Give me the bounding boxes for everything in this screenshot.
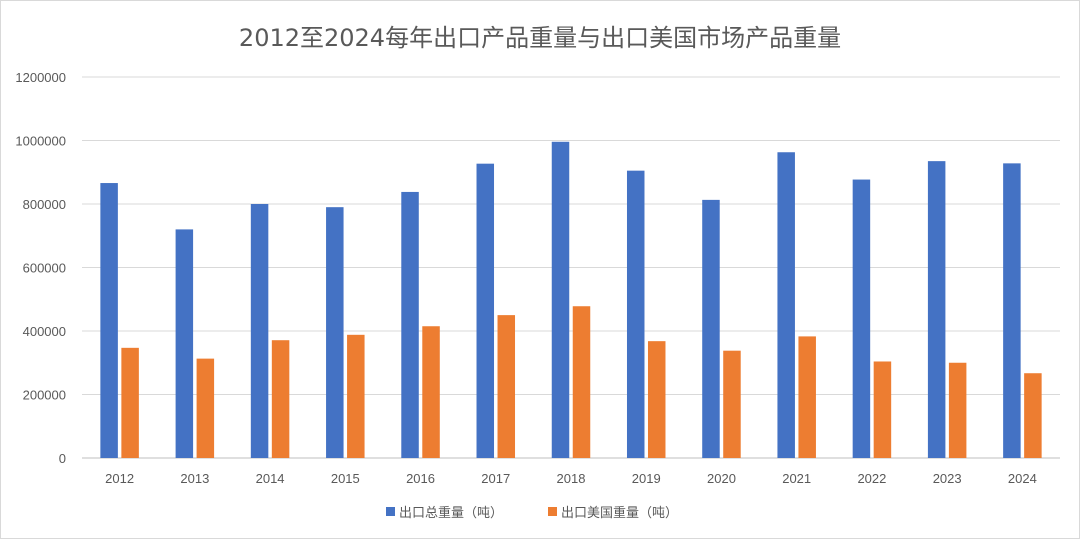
x-axis-tick-labels: 2012 2013 2014 2015 2016 2017 2018 2019 2020 2021… (105, 471, 1037, 486)
x-tick-label: 2021 (782, 471, 811, 486)
bar-us-2020 (723, 350, 741, 458)
x-tick-label: 2014 (256, 471, 285, 486)
x-tick-label: 2023 (933, 471, 962, 486)
bar-total-2021 (777, 152, 795, 458)
bar-total-2018 (551, 141, 570, 458)
x-tick-label: 2024 (1008, 471, 1037, 486)
x-tick-label: 2020 (707, 471, 736, 486)
legend-swatch (548, 507, 557, 516)
y-tick-label: 1200000 (15, 70, 66, 85)
bar-total-2013 (175, 229, 194, 458)
bar-us-2017 (497, 315, 516, 458)
bar-total-2019 (626, 170, 645, 458)
x-tick-label: 2017 (481, 471, 510, 486)
gridlines (82, 76, 1060, 459)
x-tick-label: 2019 (632, 471, 661, 486)
legend-label: 出口美国重量（吨） (561, 505, 678, 521)
y-tick-label: 400000 (23, 324, 66, 339)
bar-total-2020 (702, 199, 720, 458)
legend-swatch (386, 507, 395, 516)
bar-us-2019 (647, 341, 666, 458)
bar-us-2018 (572, 306, 591, 458)
bar-us-2013 (196, 358, 215, 458)
bar-total-2024 (1003, 163, 1021, 459)
bar-us-2014 (271, 340, 290, 458)
legend-label: 出口总重量（吨） (399, 505, 503, 521)
bars (100, 141, 1042, 459)
bar-total-2023 (927, 161, 946, 458)
bar-us-2016 (422, 326, 440, 458)
x-tick-label: 2012 (105, 471, 134, 486)
bar-total-2017 (476, 163, 495, 459)
bar-total-2015 (326, 207, 344, 458)
y-tick-label: 800000 (23, 197, 66, 212)
y-tick-label: 600000 (23, 261, 66, 276)
bar-total-2016 (401, 191, 419, 458)
bar-us-2015 (347, 334, 365, 458)
bar-us-2021 (798, 336, 816, 458)
bar-total-2014 (250, 204, 269, 458)
bar-us-2024 (1024, 373, 1042, 458)
x-tick-label: 2013 (180, 471, 209, 486)
chart-title: 2012至2024每年出口产品重量与出口美国市场产品重量 (239, 24, 841, 52)
bar-us-2023 (948, 362, 967, 458)
bar-us-2022 (873, 361, 892, 458)
y-tick-label: 1000000 (15, 134, 66, 149)
x-tick-label: 2018 (557, 471, 586, 486)
y-axis-tick-labels: 0 200000 400000 600000 800000 1000000 1200000 (15, 70, 66, 466)
bar-total-2022 (852, 179, 871, 459)
y-tick-label: 200000 (23, 388, 66, 403)
legend: 出口总重量（吨） 出口美国重量（吨） (386, 505, 678, 521)
x-tick-label: 2022 (857, 471, 886, 486)
y-tick-label: 0 (59, 451, 66, 466)
x-tick-label: 2015 (331, 471, 360, 486)
bar-us-2012 (121, 347, 139, 458)
x-tick-label: 2016 (406, 471, 435, 486)
bar-total-2012 (100, 183, 118, 459)
